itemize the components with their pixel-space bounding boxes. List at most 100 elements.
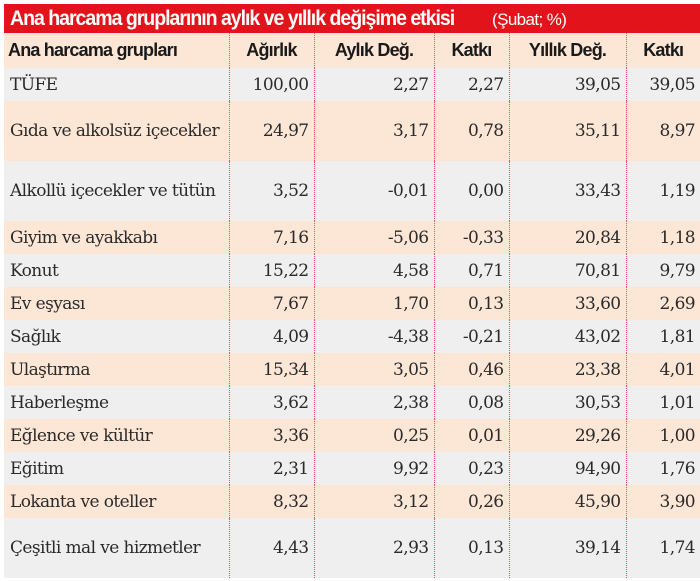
cell-weight: 3,52	[228, 161, 314, 221]
cell-monthly-contribution: 0,23	[433, 452, 509, 485]
table-row: Konut 15,22 4,58 0,71 70,81 9,79	[4, 254, 700, 287]
cell-group-name: Sağlık	[4, 320, 229, 353]
table-row: TÜFE 100,00 2,27 2,27 39,05 39,05	[4, 68, 700, 101]
cell-annual-change: 39,05	[508, 68, 626, 101]
chart-subtitle: (Şubat; %)	[492, 10, 567, 29]
cell-annual-contribution: 1,74	[625, 518, 700, 578]
cell-monthly-change: -0,01	[313, 161, 434, 221]
cell-monthly-contribution: 0,26	[433, 485, 509, 518]
cell-weight: 3,36	[228, 419, 314, 452]
cell-monthly-contribution: 2,27	[433, 68, 509, 101]
table-row: Alkollü içecekler ve tütün 3,52 -0,01 0,00 3…	[4, 161, 700, 221]
cell-weight: 100,00	[228, 68, 314, 101]
cell-annual-change: 23,38	[508, 353, 626, 386]
title-bar: Ana harcama gruplarının aylık ve yıllık …	[4, 4, 700, 33]
cell-annual-contribution: 1,00	[625, 419, 700, 452]
data-table: Ana harcama grupları Ağırlık Aylık Değ. …	[4, 33, 700, 578]
cell-monthly-change: 1,70	[313, 287, 434, 320]
table-row: Eğitim 2,31 9,92 0,23 94,90 1,76	[4, 452, 700, 485]
cell-monthly-contribution: 0,00	[433, 161, 509, 221]
cell-monthly-change: 2,27	[313, 68, 434, 101]
cell-monthly-change: 9,92	[313, 452, 434, 485]
cell-monthly-change: 4,58	[313, 254, 434, 287]
cell-monthly-contribution: 0,13	[433, 287, 509, 320]
cell-monthly-change: 3,12	[313, 485, 434, 518]
cell-weight: 4,43	[228, 518, 314, 578]
cell-weight: 3,62	[228, 386, 314, 419]
cell-weight: 15,22	[228, 254, 314, 287]
cell-annual-change: 45,90	[508, 485, 626, 518]
column-header-weight: Ağırlık	[228, 33, 314, 68]
cell-annual-contribution: 39,05	[625, 68, 700, 101]
table-row: Gıda ve alkolsüz içecekler 24,97 3,17 0,78 3…	[4, 101, 700, 161]
cell-annual-change: 33,60	[508, 287, 626, 320]
chart-title: Ana harcama gruplarının aylık ve yıllık …	[10, 7, 455, 30]
header-row: Ana harcama grupları Ağırlık Aylık Değ. …	[4, 33, 700, 68]
cell-weight: 7,67	[228, 287, 314, 320]
table-row: Giyim ve ayakkabı 7,16 -5,06 -0,33 20,84 1,18	[4, 221, 700, 254]
cell-group-name: Haberleşme	[4, 386, 229, 419]
cell-group-name: Alkollü içecekler ve tütün	[4, 161, 229, 221]
cell-weight: 24,97	[228, 101, 314, 161]
cell-monthly-change: 2,38	[313, 386, 434, 419]
cell-monthly-change: 3,17	[313, 101, 434, 161]
cell-annual-contribution: 1,81	[625, 320, 700, 353]
table-row: Sağlık 4,09 -4,38 -0,21 43,02 1,81	[4, 320, 700, 353]
cell-annual-change: 35,11	[508, 101, 626, 161]
cell-group-name: Ulaştırma	[4, 353, 229, 386]
cell-monthly-contribution: 0,13	[433, 518, 509, 578]
cell-annual-contribution: 1,19	[625, 161, 700, 221]
cell-group-name: Gıda ve alkolsüz içecekler	[4, 101, 229, 161]
cell-monthly-change: -5,06	[313, 221, 434, 254]
cell-annual-contribution: 1,76	[625, 452, 700, 485]
cell-monthly-contribution: -0,33	[433, 221, 509, 254]
cell-group-name: Giyim ve ayakkabı	[4, 221, 229, 254]
cell-annual-contribution: 4,01	[625, 353, 700, 386]
column-header-group: Ana harcama grupları	[4, 33, 229, 68]
cell-group-name: Eğitim	[4, 452, 229, 485]
cell-annual-change: 20,84	[508, 221, 626, 254]
table-row: Ev eşyası 7,67 1,70 0,13 33,60 2,69	[4, 287, 700, 320]
cell-annual-contribution: 9,79	[625, 254, 700, 287]
cell-weight: 2,31	[228, 452, 314, 485]
column-header-monthly-change: Aylık Değ.	[313, 33, 434, 68]
column-header-annual-contribution: Katkı	[625, 33, 700, 68]
cell-monthly-change: 3,05	[313, 353, 434, 386]
cell-annual-contribution: 1,18	[625, 221, 700, 254]
cell-monthly-contribution: 0,78	[433, 101, 509, 161]
cell-annual-change: 39,14	[508, 518, 626, 578]
cell-group-name: TÜFE	[4, 68, 229, 101]
cell-monthly-contribution: 0,71	[433, 254, 509, 287]
cell-monthly-change: 2,93	[313, 518, 434, 578]
cell-monthly-contribution: 0,46	[433, 353, 509, 386]
cell-weight: 4,09	[228, 320, 314, 353]
table-row: Çeşitli mal ve hizmetler 4,43 2,93 0,13 39,1…	[4, 518, 700, 578]
cell-monthly-change: -4,38	[313, 320, 434, 353]
column-header-monthly-contribution: Katkı	[433, 33, 509, 68]
cell-group-name: Lokanta ve oteller	[4, 485, 229, 518]
cell-group-name: Eğlence ve kültür	[4, 419, 229, 452]
table-row: Lokanta ve oteller 8,32 3,12 0,26 45,90 3,90	[4, 485, 700, 518]
table-figure: Ana harcama gruplarının aylık ve yıllık …	[4, 4, 700, 578]
cell-annual-contribution: 1,01	[625, 386, 700, 419]
cell-monthly-change: 0,25	[313, 419, 434, 452]
column-header-annual-change: Yıllık Değ.	[508, 33, 626, 68]
cell-group-name: Çeşitli mal ve hizmetler	[4, 518, 229, 578]
cell-annual-change: 94,90	[508, 452, 626, 485]
cell-annual-change: 29,26	[508, 419, 626, 452]
table-row: Ulaştırma 15,34 3,05 0,46 23,38 4,01	[4, 353, 700, 386]
cell-annual-contribution: 3,90	[625, 485, 700, 518]
cell-annual-contribution: 8,97	[625, 101, 700, 161]
table-row: Haberleşme 3,62 2,38 0,08 30,53 1,01	[4, 386, 700, 419]
cell-weight: 8,32	[228, 485, 314, 518]
cell-group-name: Ev eşyası	[4, 287, 229, 320]
cell-annual-contribution: 2,69	[625, 287, 700, 320]
cell-monthly-contribution: 0,01	[433, 419, 509, 452]
cell-weight: 7,16	[228, 221, 314, 254]
cell-monthly-contribution: 0,08	[433, 386, 509, 419]
table-row: Eğlence ve kültür 3,36 0,25 0,01 29,26 1,00	[4, 419, 700, 452]
cell-monthly-contribution: -0,21	[433, 320, 509, 353]
cell-annual-change: 70,81	[508, 254, 626, 287]
cell-weight: 15,34	[228, 353, 314, 386]
cell-annual-change: 43,02	[508, 320, 626, 353]
